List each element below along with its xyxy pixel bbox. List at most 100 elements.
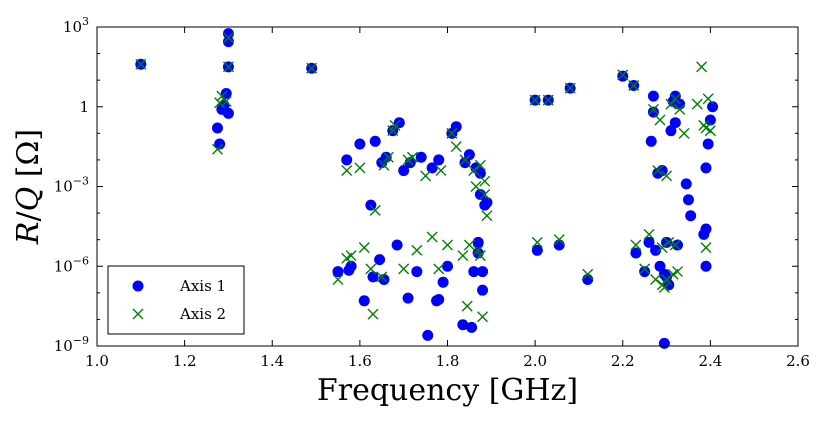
axis-1-point [682,194,694,206]
axis-2-point [367,308,379,320]
x-tick-label: 2.0 [523,352,547,370]
axis-1-point [582,274,594,286]
axis-1-point [457,319,469,331]
x-tick-label: 1.0 [85,352,109,370]
axis-1-point [680,178,692,190]
axis-1-point [398,165,410,177]
axis-2-point [658,282,670,294]
axis-2-point [678,127,690,139]
axis-2-point [531,236,543,248]
series-axis-2 [135,32,716,323]
axis-1-point [474,167,486,179]
axis-1-point [433,154,445,166]
axis-2-point [214,97,226,109]
axis-1-point [531,244,543,256]
axis-1-point [332,266,344,278]
axis-1-point [663,279,675,291]
axis-1-point [472,236,484,248]
axis-2-point [669,93,681,105]
axis-1-point [702,138,714,150]
axis-1-point [643,236,655,248]
axis-1-point [426,162,438,174]
axis-2-point [365,263,377,275]
axis-1-point [700,162,712,174]
axis-1-point [437,276,449,288]
axis-1-point [214,138,226,150]
axis-2-point [420,170,432,182]
x-tick-label: 1.6 [348,352,372,370]
axis-1-point [639,266,651,278]
axis-2-point [354,162,366,174]
axis-2-point [529,94,541,106]
axis-2-point [211,143,223,155]
axis-2-point [306,62,318,74]
axis-2-point [341,165,353,177]
x-tick-label: 1.4 [260,352,284,370]
axis-2-point [470,181,482,192]
axis-2-point [222,32,234,44]
y-tick-label: 10−9 [54,334,89,355]
axis-2-point [411,244,423,256]
axis-2-point [398,263,410,275]
legend: Axis 1 Axis 2 [107,265,245,335]
axis-2-point [463,239,475,251]
axis-1-point [341,154,353,166]
x-tick-label: 2.6 [786,352,810,370]
y-tick-label: 10−3 [54,175,89,196]
axis-2-point [647,103,659,115]
axis-1-point [211,122,223,134]
x-axis-label: Frequency [GHz] [317,373,578,408]
axis-2-point [461,300,473,312]
axis-1-point [358,295,370,307]
x-tick-label: 1.2 [173,352,197,370]
axis-1-point [468,266,480,278]
axis-2-point [446,127,458,139]
axis-2-point [700,242,712,254]
axis-2-point [643,228,655,240]
axis-1-point [647,106,659,118]
axis-2-point [433,263,445,275]
axis-2-point [389,119,401,131]
axis-2-point [704,125,716,137]
axis-2-point [450,141,462,153]
axis-1-point [369,135,381,147]
axis-1-point [477,266,489,278]
axis-2-point [332,274,344,286]
axis-1-point [442,260,453,272]
axis-1-point [477,284,489,296]
axis-2-point [442,239,453,251]
y-tick-label: 10−6 [54,254,89,275]
axis-1-point [553,239,565,251]
axis-2-point [617,69,629,81]
axis-2-point [691,98,703,110]
axis-2-point [702,93,714,105]
axis-2-point [479,188,491,200]
axis-2-point [696,61,708,73]
axis-1-point [700,260,712,272]
axis-2-point [663,236,675,248]
axis-1-point [380,151,392,163]
axis-1-point [220,87,232,99]
axis-2-point [582,268,594,280]
legend-label-axis-1: Axis 1 [179,277,226,295]
axis-2-point [459,154,471,166]
series-axis-1 [135,28,719,349]
axis-2-point [220,95,232,107]
x-tick-label: 1.8 [436,352,460,370]
axis-2-point [661,170,673,182]
axis-2-point [481,210,493,222]
axis-2-point [553,234,565,246]
axis-1-point [617,70,629,82]
axis-1-point [433,293,445,305]
axis-2-point [672,266,684,278]
axis-2-point [674,103,686,115]
y-tick-labels: 10−9 10−6 10−3 1 103 [54,15,89,355]
legend-marker-axis-1 [132,280,144,292]
axis-2-point [477,311,489,323]
axis-2-point [435,165,447,177]
axis-1-point [411,266,423,278]
axis-2-point [358,242,370,254]
axis-2-point [474,250,486,262]
axis-1-point [222,28,234,40]
